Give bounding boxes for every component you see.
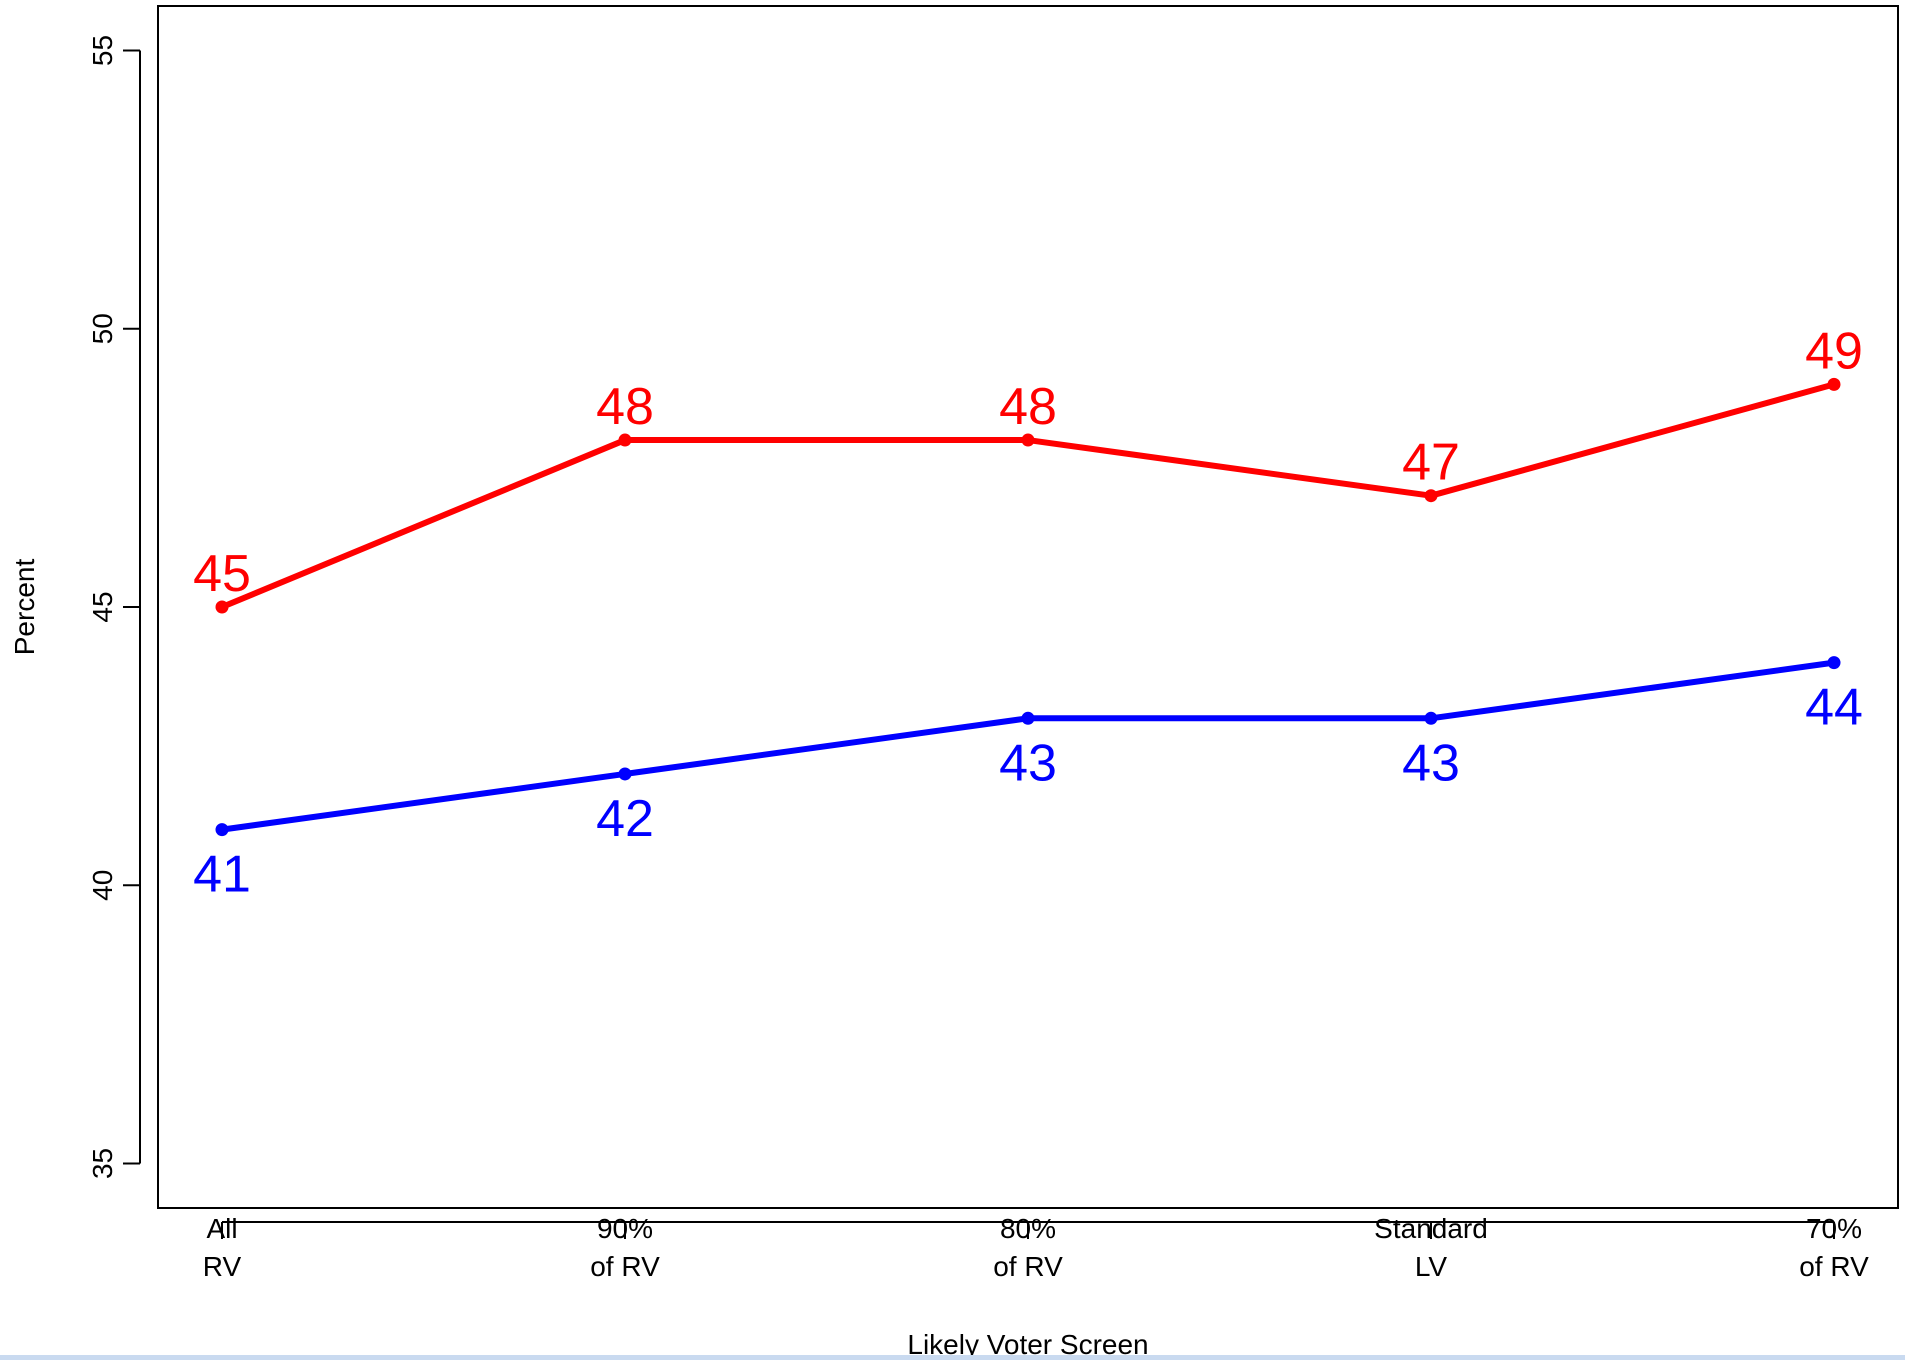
x-tick-label: of RV xyxy=(993,1251,1063,1282)
series-1-data-label: 47 xyxy=(1402,434,1460,492)
y-axis: 35 40 45 50 55 xyxy=(87,35,141,1179)
x-tick-label: 80% xyxy=(1000,1213,1056,1244)
window-bottom-edge xyxy=(0,1355,1905,1360)
series-1-data-label: 48 xyxy=(596,378,654,436)
series-1-point xyxy=(618,433,632,447)
series-1-point xyxy=(1021,433,1035,447)
series-1-data-label: 45 xyxy=(193,545,251,603)
series-2-data-label: 43 xyxy=(999,734,1057,792)
plot-frame xyxy=(157,5,1899,1209)
y-tick-label: 40 xyxy=(87,870,118,901)
series-2-point xyxy=(1424,711,1438,725)
x-tick-label: All xyxy=(206,1213,237,1244)
x-tick-label: LV xyxy=(1415,1251,1447,1282)
series-2-data-label: 41 xyxy=(193,846,251,904)
x-tick-label: 70% xyxy=(1806,1213,1862,1244)
data-labels: 45 48 48 47 49 41 42 43 43 44 xyxy=(193,322,1863,903)
x-tick-label: RV xyxy=(203,1251,242,1282)
y-tick-label: 55 xyxy=(87,35,118,66)
x-axis-title: Likely Voter Screen xyxy=(907,1329,1148,1360)
series-1-data-label: 49 xyxy=(1805,322,1863,380)
series-2-point xyxy=(215,823,229,837)
y-tick-label: 45 xyxy=(87,591,118,622)
series-2-point xyxy=(1827,656,1841,670)
x-axis: All RV 90% of RV 80% of RV Standard LV 70% of RV xyxy=(203,1213,1869,1282)
series-2-data-label: 44 xyxy=(1805,679,1863,737)
series-layer xyxy=(215,377,1841,837)
y-tick-label: 50 xyxy=(87,313,118,344)
y-axis-title: Percent xyxy=(9,559,40,656)
x-tick-label: 90% xyxy=(597,1213,653,1244)
series-1-point xyxy=(1424,489,1438,503)
series-2-data-label: 43 xyxy=(1402,734,1460,792)
series-1-point xyxy=(1827,377,1841,391)
x-tick-label: of RV xyxy=(590,1251,660,1282)
series-1-point xyxy=(215,600,229,614)
y-tick-label: 35 xyxy=(87,1148,118,1179)
x-tick-label: of RV xyxy=(1799,1251,1869,1282)
x-tick-label: Standard xyxy=(1374,1213,1488,1244)
series-2-data-label: 42 xyxy=(596,790,654,848)
series-2-point xyxy=(618,767,632,781)
series-2-point xyxy=(1021,711,1035,725)
series-1-data-label: 48 xyxy=(999,378,1057,436)
